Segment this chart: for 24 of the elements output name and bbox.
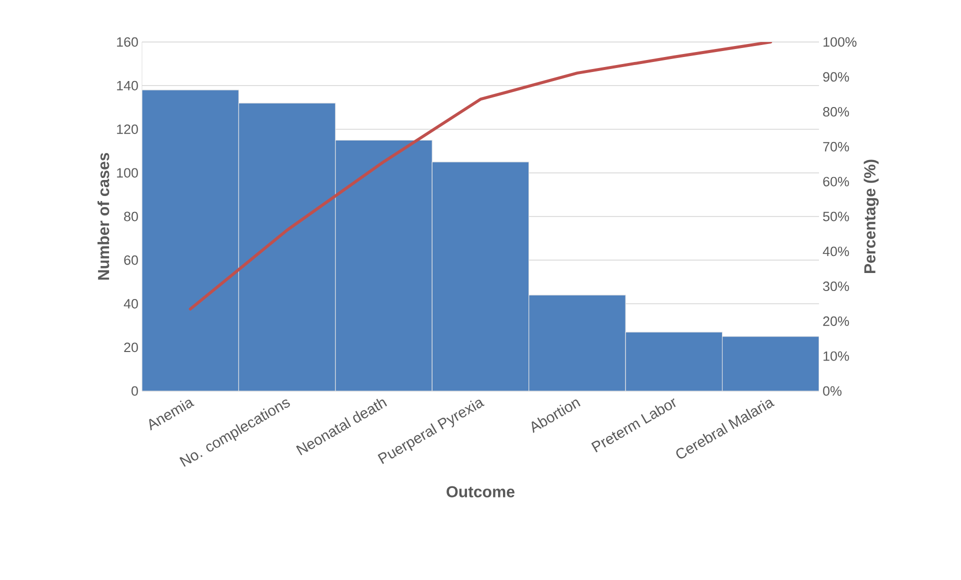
y2-tick-label: 50% xyxy=(823,212,849,222)
y-tick-label: 40 xyxy=(124,298,138,309)
y2-tick-label: 20% xyxy=(823,316,849,326)
y2-tick-label: 100% xyxy=(824,37,856,47)
y2-tick-label: 90% xyxy=(823,72,849,82)
y-axis-title: Number of cases xyxy=(97,152,110,280)
y2-axis-title: Percentage (%) xyxy=(864,160,879,274)
y2-tick-label: 40% xyxy=(822,246,849,256)
y-tick-label: 100 xyxy=(117,168,138,178)
x-axis-title: Outcome xyxy=(446,486,514,498)
y2-tick-label: 60% xyxy=(823,176,849,186)
y-tick-label: 160 xyxy=(117,37,138,47)
y-tick-label: 20 xyxy=(124,342,138,352)
y-tick-label: 60 xyxy=(124,255,138,265)
y2-tick-label: 30% xyxy=(823,282,849,292)
y-tick-label: 120 xyxy=(117,124,138,134)
y-tick-label: 140 xyxy=(117,80,138,90)
y2-tick-label: 0% xyxy=(823,386,842,396)
y2-tick-label: 80% xyxy=(823,107,849,117)
y-tick-label: 80 xyxy=(124,212,138,222)
y-tick-label: 0 xyxy=(132,386,138,396)
line-series xyxy=(188,42,772,310)
y2-tick-label: 70% xyxy=(823,142,849,152)
y2-tick-label: 10% xyxy=(824,351,849,361)
